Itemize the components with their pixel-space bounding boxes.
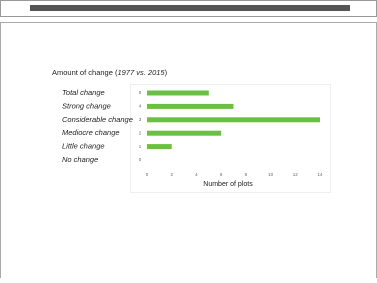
category-label: Total change: [62, 88, 105, 97]
page: Amount of change (1977 vs. 2015) Number …: [0, 0, 377, 278]
x-tick-label: 10: [268, 172, 274, 177]
bar: [147, 104, 234, 109]
chart-title: Amount of change (1977 vs. 2015): [52, 68, 168, 77]
panel: [1, 23, 377, 279]
category-label: Considerable change: [62, 115, 133, 124]
category-label: Little change: [62, 142, 105, 151]
x-axis-label: Number of plots: [203, 181, 253, 188]
bar: [147, 131, 221, 136]
bar: [147, 91, 209, 96]
bar: [147, 144, 172, 149]
category-label: Strong change: [62, 101, 111, 110]
bar: [147, 117, 320, 122]
x-tick-label: 12: [293, 172, 299, 177]
x-tick-label: 14: [317, 172, 323, 177]
category-label: No change: [62, 155, 98, 164]
category-label: Mediocre change: [62, 128, 120, 137]
image-strip: [30, 5, 350, 11]
